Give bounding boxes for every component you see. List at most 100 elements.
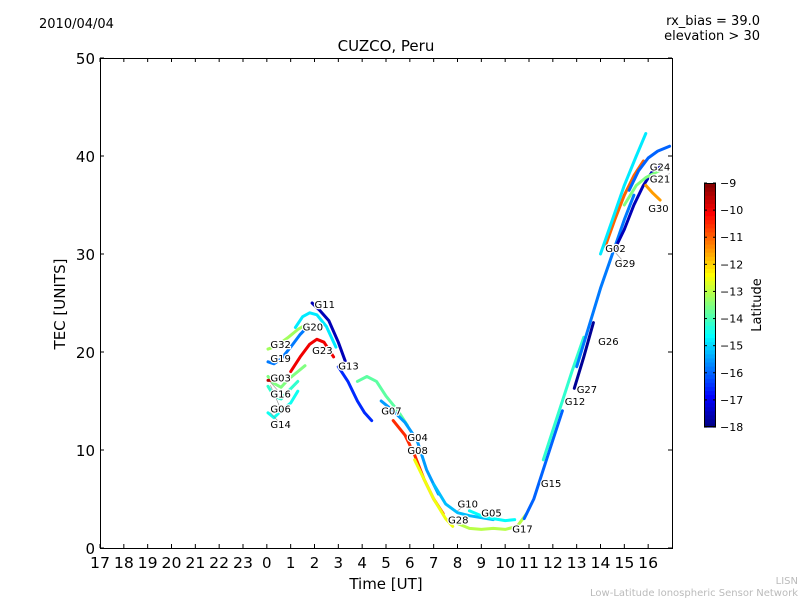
colorbar-tick-label: −18 [720,421,743,434]
colorbar-tick-label: −14 [720,313,743,326]
sat-label-g30: G30 [648,204,668,215]
y-tick-label: 40 [76,148,95,166]
colorbar-segment [704,207,716,213]
colorbar-segment [704,361,716,367]
colorbar-segment [704,260,716,265]
series-g13 [336,365,374,423]
x-tick-label: 15 [614,554,634,572]
colorbar-segment [704,313,716,318]
colorbar-segment [704,309,716,314]
sat-label-g07: G07 [381,407,401,418]
colorbar-segment [704,272,716,278]
series-g23 [289,337,336,374]
sat-label-g12: G12 [565,397,585,408]
colorbar-segment [704,386,716,391]
colorbar-segment [704,284,716,290]
colorbar-segment [704,191,716,196]
colorbar-segment [704,317,716,322]
colorbar-segment [704,231,716,237]
footer-network-name: Low-Latitude Ionospheric Sensor Network [590,588,798,599]
series-g28 [413,458,455,528]
x-tick-label: 19 [138,554,158,572]
series-g19 [266,323,312,366]
label-leader-g21 [659,173,670,179]
sat-label-g13: G13 [338,362,358,373]
plot-frame [100,58,673,549]
series-g17 [456,512,529,531]
sat-label-g11: G11 [315,300,335,311]
colorbar-segment [704,268,716,274]
colorbar-segment [704,422,716,428]
sat-label-g29: G29 [615,259,635,270]
elevation-annotation: elevation > 30 [664,29,760,44]
colorbar-segment [704,183,716,188]
x-tick-label: 8 [453,554,463,572]
colorbar-segment [704,215,716,221]
sat-label-g08: G08 [407,446,427,457]
sat-label-g32: G32 [270,340,290,351]
x-tick-label: 13 [567,554,587,572]
colorbar-segment [704,341,716,347]
series-g32 [266,322,309,351]
series-g05 [467,509,517,523]
colorbar-frame [704,183,716,427]
x-tick-label: 9 [477,554,487,572]
series-g14 [266,389,300,420]
sat-label-g28: G28 [448,516,468,527]
colorbar-segment [704,256,716,261]
colorbar-segment [704,305,716,310]
colorbar-tick-label: −13 [720,285,743,298]
colorbar-segment [704,276,716,282]
sat-label-g23: G23 [312,346,332,357]
colorbar-segment [704,378,716,383]
colorbar-label: Latitude [750,278,765,332]
x-tick-label: 18 [114,554,134,572]
sat-label-g03: G03 [270,373,290,384]
colorbar-segment [704,325,716,330]
x-tick-label: 2 [310,554,320,572]
colorbar-segment [704,199,716,204]
y-tick-label: 10 [76,442,95,460]
y-tick-label: 30 [76,246,95,264]
sat-label-g20: G20 [303,322,323,333]
series-g07 [355,375,409,427]
colorbar-segment [704,357,716,363]
sat-label-g04: G04 [407,433,427,444]
colorbar-segment [704,195,716,200]
x-tick-label: 11 [519,554,539,572]
chart-title: CUZCO, Peru [337,37,435,55]
x-tick-label: 6 [405,554,415,572]
sat-label-g02: G02 [605,244,625,255]
colorbar-segment [704,353,716,359]
series-g29 [613,164,664,251]
colorbar-segment [704,227,716,233]
series-g31 [599,132,648,256]
sat-label-g06: G06 [270,405,290,416]
colorbar-segment [704,370,716,375]
colorbar-segment [704,366,716,371]
series-g24 [627,144,672,192]
x-tick-label: 17 [90,554,110,572]
x-tick-label: 3 [334,554,344,572]
colorbar-segment [704,418,716,424]
x-tick-label: 14 [591,554,611,572]
colorbar-segment [704,252,716,257]
sat-label-g26: G26 [598,337,618,348]
colorbar-segment [704,248,716,253]
colorbar-segment [704,288,716,294]
x-tick-label: 10 [495,554,515,572]
series-g06 [266,379,300,401]
series-g27 [572,321,595,390]
x-tick-label: 23 [233,554,253,572]
date-label: 2010/04/04 [39,17,114,32]
x-tick-label: 7 [429,554,439,572]
x-tick-label: 22 [209,554,229,572]
colorbar-segment [704,337,716,343]
series-g04 [379,399,440,496]
colorbar-tick-label: −10 [720,204,743,217]
series-g15 [522,409,564,521]
colorbar-segment [704,280,716,286]
colorbar-segment [704,382,716,387]
series-g11 [310,301,347,364]
y-tick-label: 20 [76,344,95,362]
